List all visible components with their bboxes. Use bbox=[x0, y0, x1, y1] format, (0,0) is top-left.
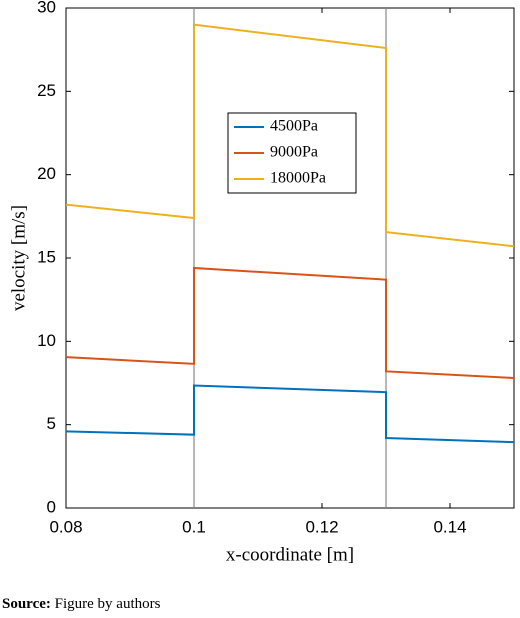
caption-text: Figure by authors bbox=[55, 596, 161, 612]
y-tick-label: 20 bbox=[37, 164, 56, 183]
line bbox=[65, 266, 515, 379]
caption: Source: Figure by authors bbox=[2, 596, 161, 612]
line bbox=[65, 384, 515, 444]
y-axis-label: velocity [m/s] bbox=[8, 205, 29, 311]
legend-label: 9000Pa bbox=[270, 144, 318, 161]
y-tick-label: 25 bbox=[37, 81, 56, 100]
legend-label: 4500Pa bbox=[270, 118, 318, 135]
y-tick-label: 10 bbox=[37, 331, 56, 350]
x-axis-label: x-coordinate [m] bbox=[226, 544, 354, 565]
plot-area bbox=[65, 7, 515, 509]
legend-label: 18000Pa bbox=[270, 170, 326, 187]
x-tick-label: 0.08 bbox=[49, 517, 82, 536]
y-tick-label: 15 bbox=[37, 247, 56, 266]
y-tick-label: 30 bbox=[37, 0, 56, 16]
x-tick-label: 0.1 bbox=[182, 517, 206, 536]
x-tick-label: 0.14 bbox=[433, 517, 466, 536]
y-tick-label: 5 bbox=[47, 414, 56, 433]
x-tick-label: 0.12 bbox=[305, 517, 338, 536]
line bbox=[65, 23, 515, 248]
y-tick-label: 0 bbox=[47, 497, 56, 516]
caption-label: Source: bbox=[2, 596, 51, 612]
